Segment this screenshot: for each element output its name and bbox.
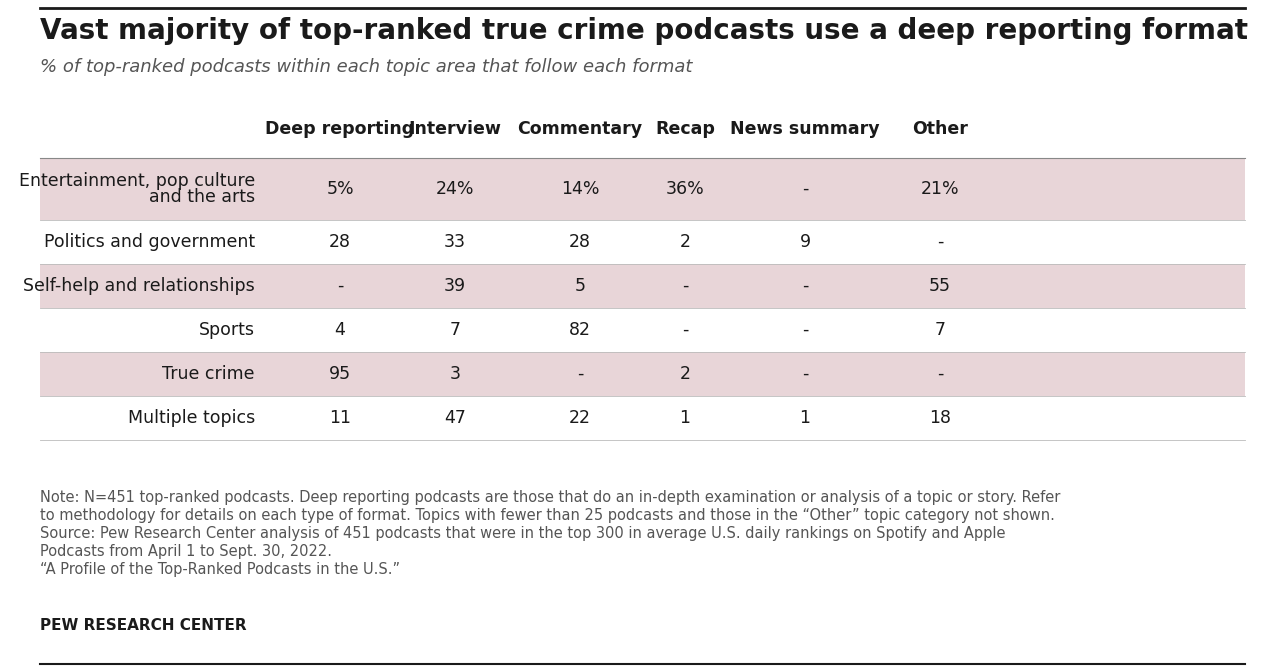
Text: 18: 18 xyxy=(929,409,951,427)
Text: 95: 95 xyxy=(329,365,351,383)
Text: -: - xyxy=(337,277,343,295)
Text: 55: 55 xyxy=(929,277,951,295)
Bar xyxy=(40,264,1245,308)
Text: News summary: News summary xyxy=(730,120,879,138)
Text: Sports: Sports xyxy=(198,321,255,339)
Text: -: - xyxy=(801,180,808,198)
Text: -: - xyxy=(937,365,943,383)
Text: 11: 11 xyxy=(329,409,351,427)
Text: 3: 3 xyxy=(449,365,461,383)
Text: Vast majority of top-ranked true crime podcasts use a deep reporting format: Vast majority of top-ranked true crime p… xyxy=(40,17,1248,45)
Text: 5: 5 xyxy=(575,277,585,295)
Text: 5%: 5% xyxy=(326,180,353,198)
Text: Podcasts from April 1 to Sept. 30, 2022.: Podcasts from April 1 to Sept. 30, 2022. xyxy=(40,544,332,559)
Text: 2: 2 xyxy=(680,233,690,251)
Text: Deep reporting: Deep reporting xyxy=(265,120,415,138)
Text: True crime: True crime xyxy=(163,365,255,383)
Text: Politics and government: Politics and government xyxy=(44,233,255,251)
Text: 33: 33 xyxy=(444,233,466,251)
Text: 2: 2 xyxy=(680,365,690,383)
Text: % of top-ranked podcasts within each topic area that follow each format: % of top-ranked podcasts within each top… xyxy=(40,58,692,76)
Text: 9: 9 xyxy=(800,233,810,251)
Text: 36%: 36% xyxy=(666,180,704,198)
Text: 47: 47 xyxy=(444,409,466,427)
Text: Multiple topics: Multiple topics xyxy=(128,409,255,427)
Text: 1: 1 xyxy=(800,409,810,427)
Text: Other: Other xyxy=(913,120,968,138)
Text: 28: 28 xyxy=(329,233,351,251)
Text: Self-help and relationships: Self-help and relationships xyxy=(23,277,255,295)
Text: -: - xyxy=(801,321,808,339)
Text: PEW RESEARCH CENTER: PEW RESEARCH CENTER xyxy=(40,618,247,633)
Text: -: - xyxy=(801,365,808,383)
Text: Source: Pew Research Center analysis of 451 podcasts that were in the top 300 in: Source: Pew Research Center analysis of … xyxy=(40,526,1006,541)
Text: 7: 7 xyxy=(934,321,946,339)
Text: -: - xyxy=(801,277,808,295)
Text: 1: 1 xyxy=(680,409,690,427)
Text: 4: 4 xyxy=(334,321,346,339)
Text: Recap: Recap xyxy=(655,120,716,138)
Text: Entertainment, pop culture: Entertainment, pop culture xyxy=(19,173,255,190)
Text: 14%: 14% xyxy=(561,180,599,198)
Text: 21%: 21% xyxy=(920,180,959,198)
Bar xyxy=(40,352,1245,396)
Text: 39: 39 xyxy=(444,277,466,295)
Text: -: - xyxy=(577,365,584,383)
Text: and the arts: and the arts xyxy=(148,187,255,206)
Text: -: - xyxy=(937,233,943,251)
Text: 24%: 24% xyxy=(435,180,475,198)
Text: Interview: Interview xyxy=(408,120,502,138)
Text: Note: N=451 top-ranked podcasts. Deep reporting podcasts are those that do an in: Note: N=451 top-ranked podcasts. Deep re… xyxy=(40,490,1060,505)
Text: to methodology for details on each type of format. Topics with fewer than 25 pod: to methodology for details on each type … xyxy=(40,508,1055,523)
Text: Commentary: Commentary xyxy=(517,120,643,138)
Text: 7: 7 xyxy=(449,321,461,339)
Text: “A Profile of the Top-Ranked Podcasts in the U.S.”: “A Profile of the Top-Ranked Podcasts in… xyxy=(40,562,401,577)
Text: 82: 82 xyxy=(570,321,591,339)
Text: -: - xyxy=(682,277,689,295)
Text: -: - xyxy=(682,321,689,339)
Text: 22: 22 xyxy=(570,409,591,427)
Text: 28: 28 xyxy=(570,233,591,251)
Bar xyxy=(40,158,1245,220)
